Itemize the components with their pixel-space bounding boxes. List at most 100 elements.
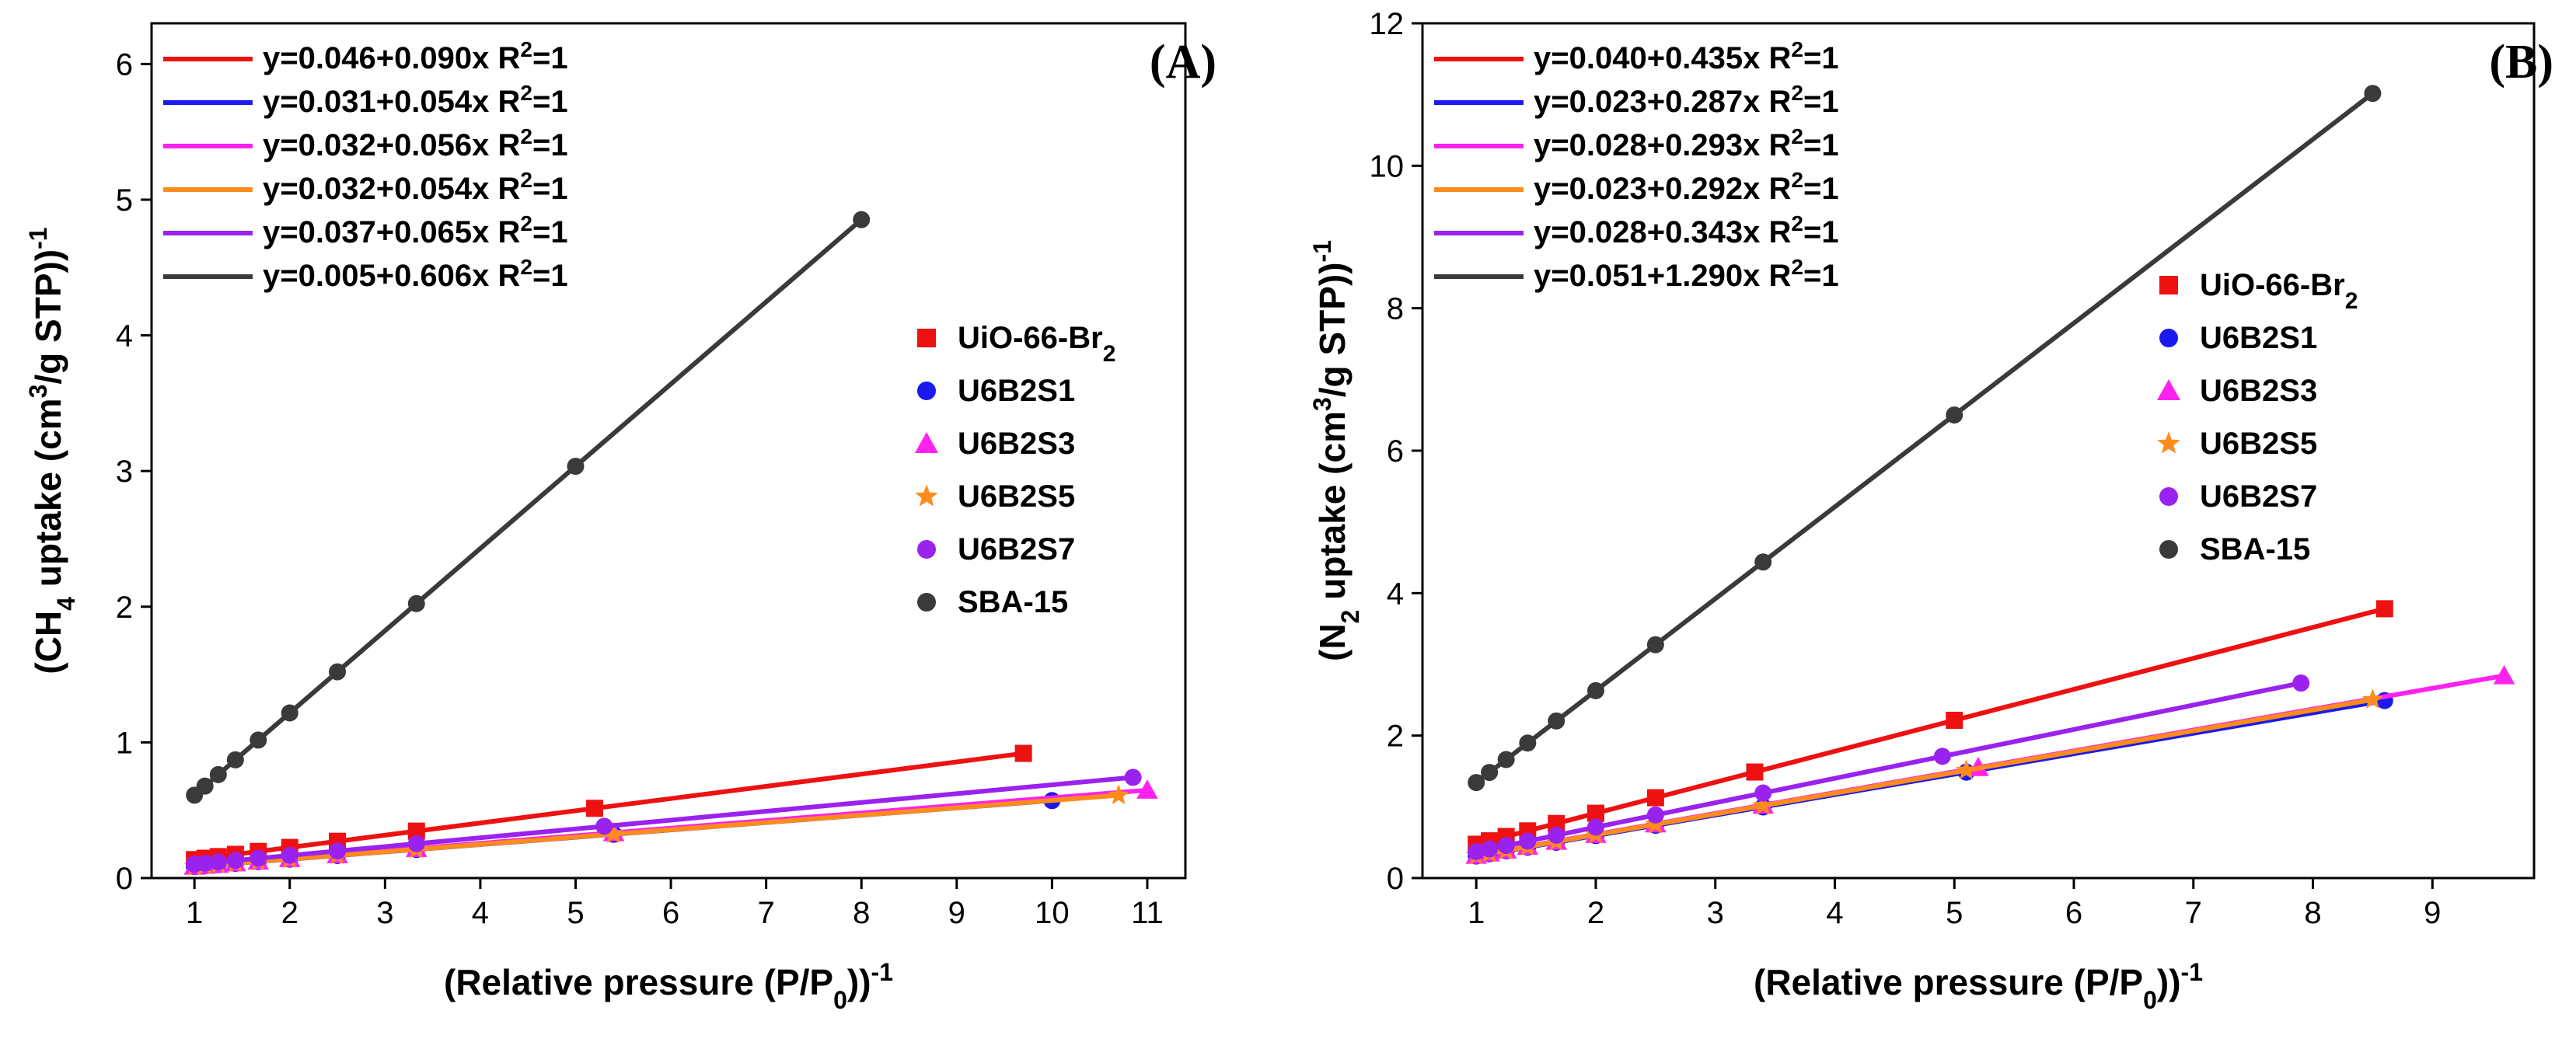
data-point [329,663,347,681]
legend-label: U6B2S7 [958,532,1075,566]
data-point [1548,814,1565,832]
x-tick-label: 8 [2304,896,2321,930]
legend-marker [2157,431,2180,454]
x-axis-label: (Relative pressure (P/P0))-1 [444,958,893,1014]
data-point [1746,763,1764,781]
y-axis-label: (N2 uptake (cm3/g STP))-1 [1308,240,1364,661]
data-point [1646,789,1664,807]
data-point [567,458,585,476]
data-point [196,854,214,872]
panel-label: (B) [2489,36,2553,89]
data-point [1933,748,1951,765]
legend-marker [2159,487,2178,506]
series-sba-15 [1468,85,2382,792]
x-tick-label: 9 [2424,896,2441,930]
data-point [1646,636,1664,653]
x-axis-label: (Relative pressure (P/P0))-1 [1754,958,2203,1014]
panel-label: (A) [1150,36,1216,89]
x-tick-label: 5 [1946,896,1963,930]
panel-a: 1 2 3 4 5 6 7 8 9 10 11 0 1 2 3 4 5 6 (Relative pressure (… [24,22,1216,1014]
fit-equation: y=0.032+0.054x R2=1 [263,168,568,207]
fit-line [1474,606,2387,847]
x-tick-label: 1 [186,896,203,930]
fit-equation: y=0.005+0.606x R2=1 [263,255,568,294]
data-point [2375,600,2393,618]
data-point [1481,764,1499,782]
data-point [1481,840,1499,858]
fit-equation: y=0.028+0.343x R2=1 [1534,211,1839,250]
data-point [1752,794,1774,815]
fit-equation: y=0.028+0.293x R2=1 [1534,124,1839,163]
data-point [1548,712,1565,730]
x-tick-label: 3 [1707,896,1724,930]
x-tick-label: 1 [1468,896,1485,930]
data-point [250,731,267,749]
x-tick-label: 3 [376,896,393,930]
fit-equation: y=0.031+0.054x R2=1 [263,81,568,120]
data-point [1956,759,1977,779]
legend-marker [2159,540,2178,559]
fit-line [192,217,864,798]
y-tick-label: 3 [116,455,133,489]
fit-equation: y=0.037+0.065x R2=1 [263,211,568,250]
legend-label: U6B2S1 [958,374,1075,408]
data-point [1519,832,1537,850]
y-tick-label: 4 [1387,577,1404,611]
data-point [250,849,267,867]
data-point [1646,806,1664,824]
y-tick-label: 5 [116,183,133,218]
data-point [1014,744,1032,762]
x-tick-label: 4 [1826,896,1843,930]
data-point [1946,406,1963,424]
y-tick-label: 8 [1387,292,1404,326]
data-point [1124,768,1142,786]
data-point [281,846,298,864]
data-point [226,751,244,768]
data-point [595,817,613,835]
data-point [1754,553,1772,571]
fit-equation: y=0.051+1.290x R2=1 [1534,255,1839,294]
y-tick-label: 6 [116,47,133,82]
data-point [1586,681,1604,699]
y-axis-label: (CH4 uptake (cm3/g STP))-1 [24,227,80,674]
y-tick-label: 2 [1387,720,1404,754]
x-tick-label: 11 [1131,896,1164,930]
series-sba-15 [186,211,871,804]
x-tick-label: 8 [853,896,870,930]
fit-equation: y=0.046+0.090x R2=1 [263,37,568,76]
data-point [1586,804,1604,822]
series-uio-66-br [1468,600,2393,853]
y-tick-label: 0 [1387,862,1404,896]
data-point [2292,674,2310,692]
data-point [196,777,214,795]
data-point [853,211,871,228]
data-point [2364,85,2382,103]
data-point [2493,664,2515,685]
fit-line [1474,697,2375,859]
legend-marker [2159,329,2178,347]
data-point [1497,837,1515,855]
data-point [407,594,425,612]
legend-label: SBA-15 [2200,532,2310,566]
y-tick-label: 4 [116,319,133,354]
y-tick-label: 2 [116,591,133,625]
data-point [1136,779,1158,799]
series-uio-66-br [186,744,1032,869]
legend-label: U6B2S5 [958,479,1075,514]
fit-equation: y=0.040+0.435x R2=1 [1534,37,1839,76]
data-point [602,823,625,844]
x-tick-label: 7 [758,896,775,930]
y-tick-label: 1 [116,726,133,760]
legend-label: UiO-66-Br2 [958,321,1115,367]
data-point [1946,711,1963,729]
x-tick-label: 7 [2185,896,2202,930]
data-point [329,842,347,860]
x-tick-label: 2 [1587,896,1604,930]
data-point [209,765,227,783]
fit-equation: y=0.023+0.292x R2=1 [1534,168,1839,207]
data-point [407,822,425,840]
legend-marker [917,329,936,347]
data-point [1468,842,1485,860]
x-tick-label: 6 [662,896,679,930]
